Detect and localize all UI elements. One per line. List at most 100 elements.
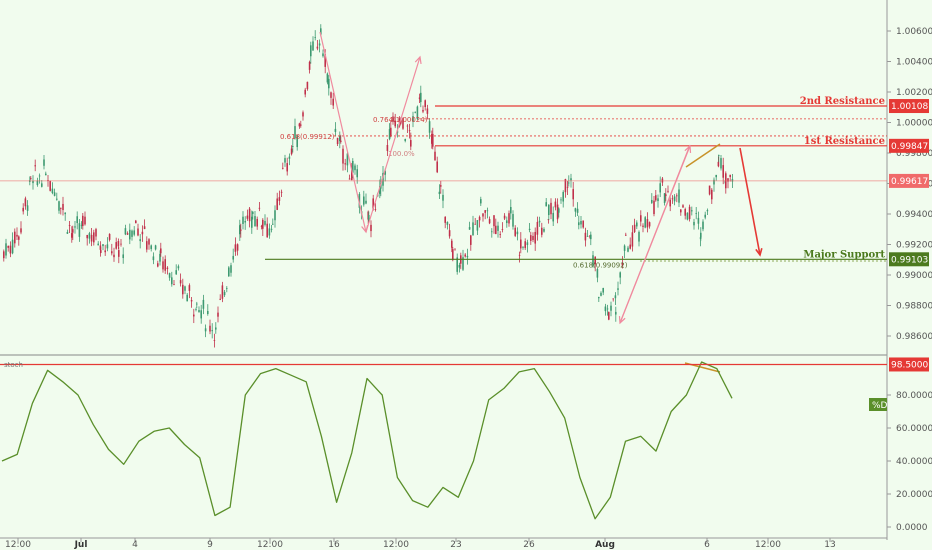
- candle-body: [541, 227, 543, 235]
- candle-body: [339, 135, 341, 142]
- candle-body: [402, 118, 404, 129]
- candle-body: [284, 158, 286, 163]
- major-support-badge: [889, 252, 929, 267]
- candle-body: [686, 212, 689, 220]
- candle-body: [316, 46, 319, 49]
- price-tick-label: 0.98800: [896, 302, 932, 312]
- price-tick-label: 1.00000: [896, 119, 932, 129]
- candle-body: [240, 229, 242, 231]
- candle-body: [157, 263, 159, 267]
- candle-body: [436, 161, 438, 173]
- candle-body: [308, 61, 311, 70]
- candle-body: [217, 312, 219, 317]
- price-tick-label: 0.99400: [896, 210, 932, 220]
- price-tick-label: 0.99200: [896, 241, 932, 251]
- candle-body: [678, 189, 680, 203]
- candle-body: [182, 284, 184, 295]
- candle-body: [466, 255, 469, 258]
- candle-body: [175, 270, 177, 275]
- candle-body: [594, 256, 596, 265]
- candle-body: [711, 189, 713, 200]
- candle-body: [700, 232, 702, 238]
- candle-body: [312, 41, 314, 51]
- candle-body: [150, 245, 152, 249]
- candle-body: [454, 248, 456, 250]
- arrow-pink-up-aug-head: [684, 144, 692, 154]
- candle-body: [264, 220, 266, 225]
- candle-body: [230, 265, 232, 273]
- candle-body: [193, 314, 195, 317]
- candle-body: [538, 220, 541, 223]
- candle-body: [470, 235, 472, 245]
- candle-body: [456, 257, 458, 272]
- stoch-tick-label: 20.0000: [896, 490, 932, 500]
- candle-body: [288, 156, 291, 159]
- candle-body: [195, 308, 197, 310]
- candle-body: [282, 167, 284, 169]
- time-tick-label: 6: [704, 540, 710, 550]
- candle-body: [631, 232, 634, 247]
- candle-body: [480, 199, 482, 204]
- candle-body: [499, 234, 501, 235]
- candle-body: [384, 170, 386, 175]
- candle-body: [651, 199, 653, 203]
- candle-body: [74, 226, 76, 228]
- candle-body: [697, 217, 700, 224]
- candle-body: [552, 212, 554, 222]
- candle-body: [135, 220, 137, 224]
- candle-body: [292, 146, 294, 147]
- candle-body: [431, 134, 433, 144]
- candle-body: [188, 285, 191, 291]
- candle-body: [342, 148, 344, 164]
- candle-body: [590, 234, 592, 240]
- candle-body: [606, 308, 609, 310]
- candle-body: [248, 208, 251, 222]
- candle-body: [434, 151, 436, 161]
- candle-body: [684, 209, 686, 216]
- candle-body: [657, 198, 659, 202]
- candle-body: [272, 223, 274, 225]
- candle-body: [290, 148, 293, 155]
- candle-body: [266, 223, 268, 238]
- candle-body: [95, 229, 97, 237]
- candle-body: [268, 228, 271, 236]
- candle-body: [276, 198, 278, 210]
- candle-body: [374, 209, 377, 210]
- time-tick-label: 12:00: [383, 540, 409, 550]
- second-resistance-badge: [889, 99, 929, 114]
- candle-body: [508, 213, 510, 224]
- candle-body: [669, 199, 671, 207]
- candle-body: [432, 133, 434, 147]
- current-price-badge-text: 0.99617: [891, 177, 928, 187]
- candle-body: [139, 239, 141, 242]
- candle-body: [326, 73, 329, 83]
- candle-body: [522, 247, 524, 248]
- candle-body: [680, 209, 682, 213]
- candle-body: [390, 127, 392, 136]
- time-tick-label: 12:00: [257, 540, 283, 550]
- candle-body: [16, 234, 18, 237]
- price-tick-label: 1.00200: [896, 88, 932, 98]
- candle-body: [578, 222, 580, 226]
- candle-body: [133, 230, 135, 235]
- candle-body: [209, 325, 211, 332]
- candle-body: [159, 253, 161, 262]
- candle-body: [458, 264, 461, 268]
- candle-body: [482, 213, 484, 217]
- candle-body: [693, 221, 695, 226]
- candle-body: [118, 250, 120, 257]
- time-tick-label: 12:00: [5, 540, 31, 550]
- candle-body: [184, 286, 186, 291]
- time-tick-label: 26: [523, 540, 535, 550]
- candle-body: [270, 228, 273, 230]
- candle-body: [274, 210, 276, 221]
- candle-body: [62, 203, 64, 211]
- candle-body: [146, 241, 148, 250]
- candle-body: [124, 228, 127, 235]
- candle-body: [64, 212, 66, 215]
- candle-body: [478, 216, 481, 221]
- candle-body: [608, 312, 610, 320]
- candle-body: [653, 200, 655, 215]
- candle-body: [644, 217, 646, 228]
